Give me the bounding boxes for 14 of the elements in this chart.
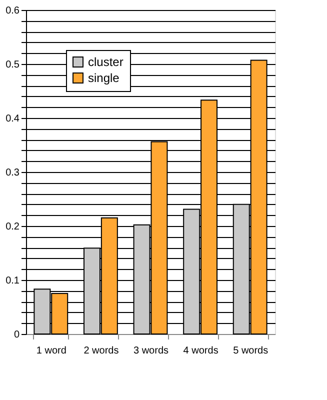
legend-label: cluster (88, 55, 124, 69)
y-tick-label: 0.6 (6, 6, 20, 16)
legend-label: single (88, 71, 120, 85)
y-tick-label: 0.4 (6, 114, 20, 124)
x-tick-label: 1 word (36, 346, 66, 356)
y-tick-label: 0.3 (6, 168, 20, 178)
y-tick-label: 0.5 (6, 60, 20, 70)
y-tick-label: 0 (14, 330, 20, 340)
x-tick-label: 5 words (233, 346, 268, 356)
x-tick-label: 2 words (84, 346, 119, 356)
y-tick-label: 0.1 (6, 276, 20, 286)
y-tick-label: 0.2 (6, 222, 20, 232)
x-tick-label: 4 words (183, 346, 218, 356)
x-tick-label: 3 words (133, 346, 169, 356)
